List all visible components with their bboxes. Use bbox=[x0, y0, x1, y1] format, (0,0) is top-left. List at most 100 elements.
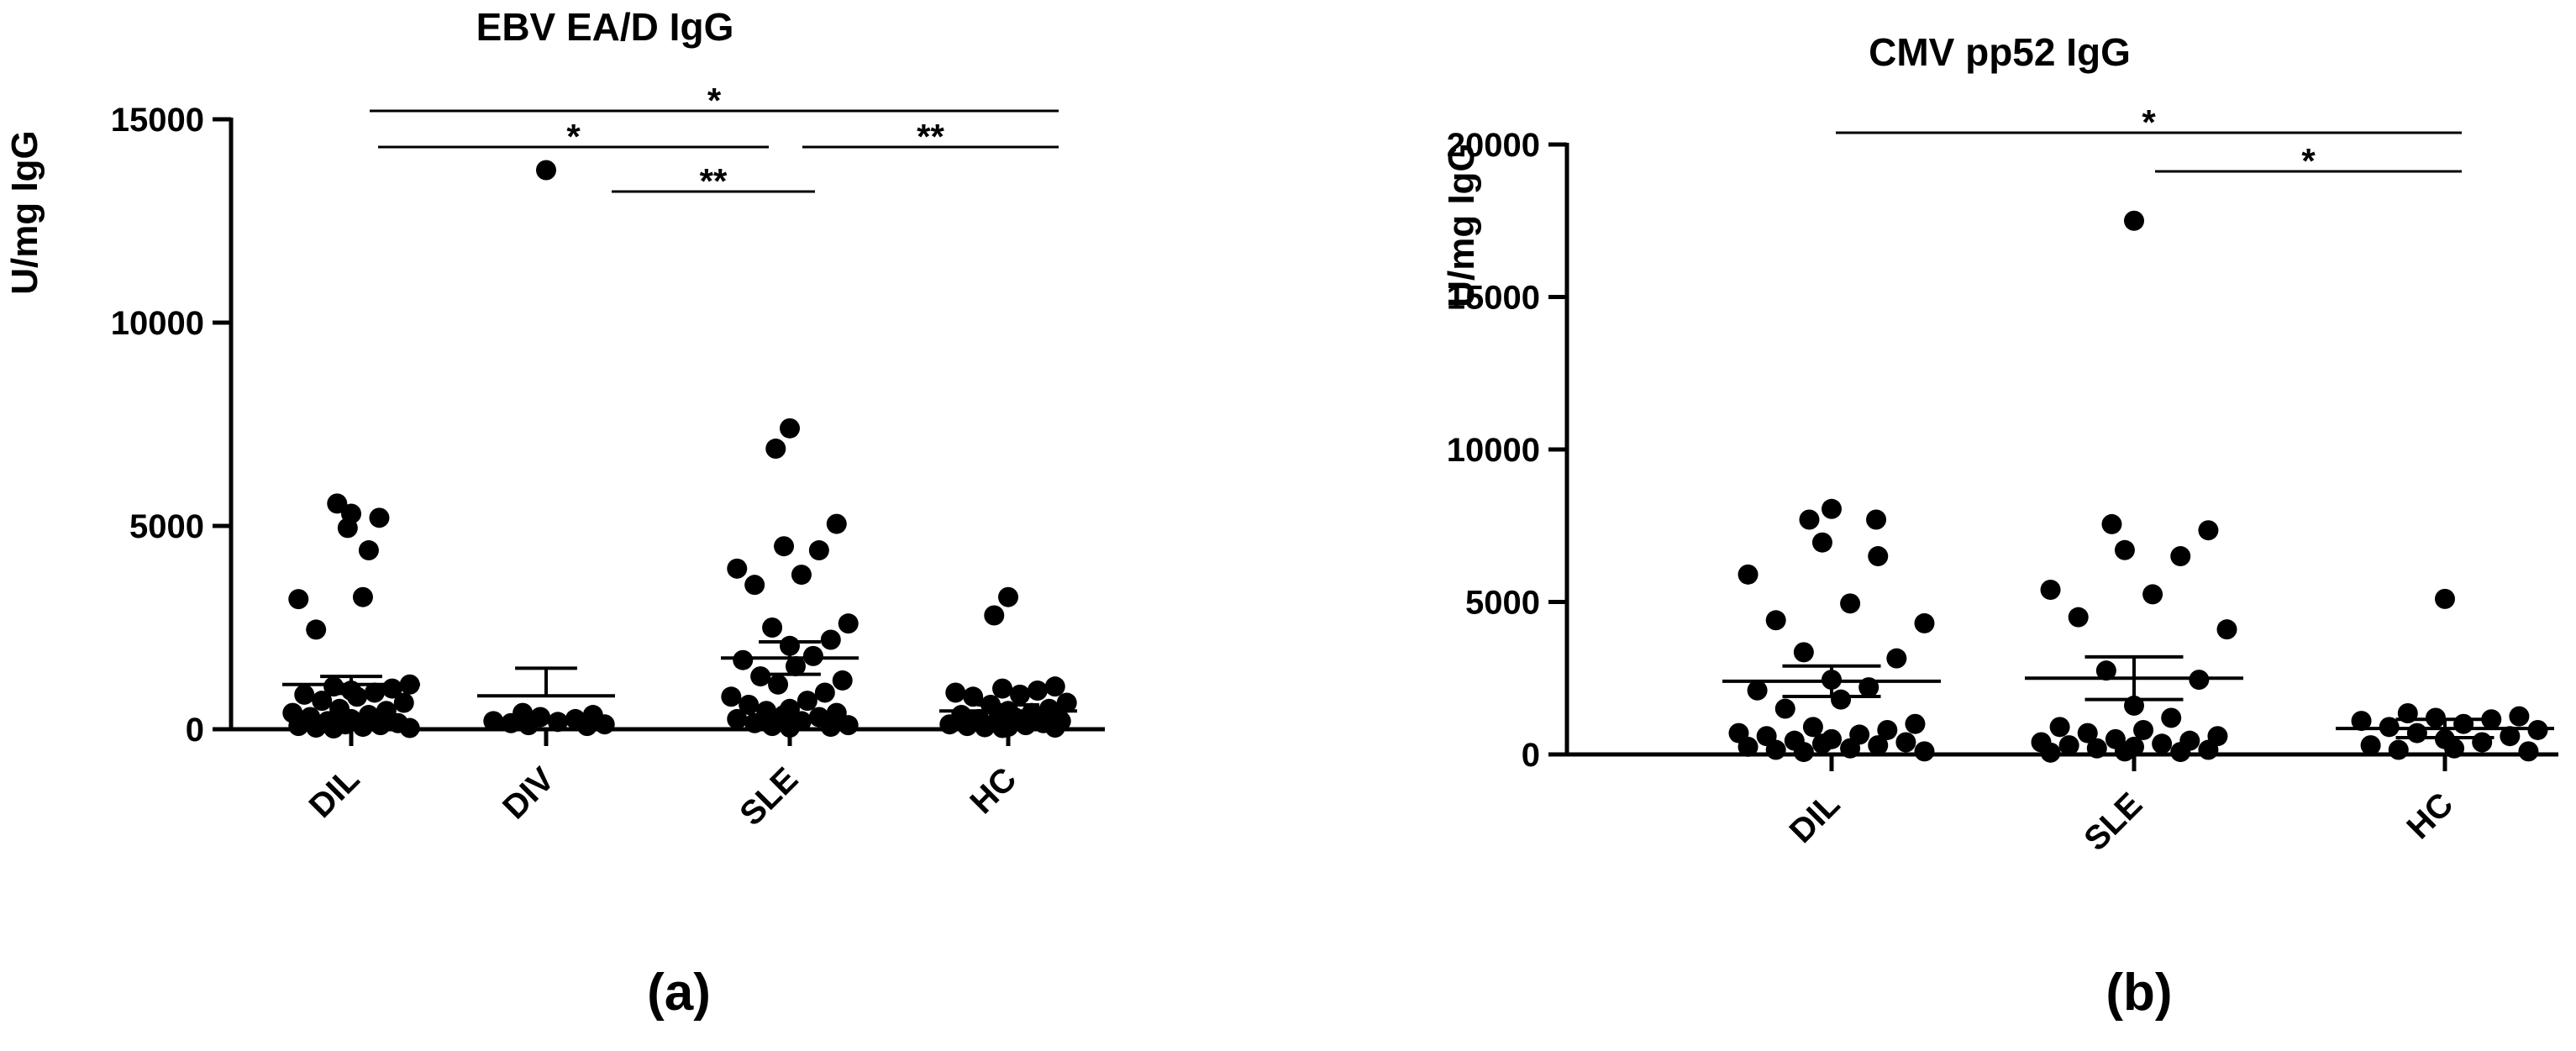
a-data-point bbox=[352, 586, 373, 607]
a-data-point bbox=[346, 686, 367, 707]
a-data-point bbox=[1056, 692, 1077, 713]
b-data-point bbox=[1840, 593, 1861, 614]
a-data-point bbox=[820, 717, 841, 738]
a-data-point bbox=[814, 682, 835, 703]
a-significance-label: ** bbox=[917, 117, 944, 156]
panel-b-title: CMV pp52 IgG bbox=[1869, 30, 2131, 74]
b-data-point bbox=[2114, 741, 2135, 762]
b-data-point bbox=[2086, 738, 2107, 759]
a-data-point bbox=[774, 536, 795, 557]
b-y-tick-label: 20000 bbox=[1447, 127, 1540, 164]
a-data-point bbox=[939, 714, 960, 735]
panel-b-chart: CMV pp52 IgG 0 5000 10000 15000 20000 DIL SLE H… bbox=[1441, 30, 2558, 1022]
panel-b-points bbox=[1728, 210, 2548, 763]
b-data-point bbox=[1840, 738, 1861, 759]
a-data-point bbox=[826, 513, 847, 534]
a-y-tick-label: 5000 bbox=[129, 508, 204, 545]
a-x-tick-label: SLE bbox=[733, 760, 805, 833]
b-data-point bbox=[2095, 660, 2116, 681]
a-significance-label: * bbox=[707, 81, 722, 120]
panel-b-ylabel: U/mg IgG bbox=[1441, 143, 1482, 307]
b-data-point bbox=[1868, 546, 1889, 567]
a-significance-label: * bbox=[566, 117, 581, 156]
b-data-point bbox=[1793, 642, 1814, 663]
a-data-point bbox=[576, 716, 597, 737]
a-data-point bbox=[832, 670, 853, 691]
a-data-point bbox=[808, 540, 829, 561]
panel-a-title: EBV EA/D IgG bbox=[476, 5, 734, 49]
b-x-tick-label: HC bbox=[2400, 786, 2460, 846]
a-data-point bbox=[796, 691, 817, 712]
a-data-point bbox=[780, 635, 800, 656]
a-data-point bbox=[547, 712, 568, 733]
a-data-point bbox=[791, 565, 812, 586]
panel-a-significance: ** **** bbox=[370, 81, 1059, 201]
a-data-point bbox=[288, 716, 309, 737]
b-data-point bbox=[1799, 509, 1820, 530]
b-data-point bbox=[1914, 612, 1935, 633]
b-data-point bbox=[2406, 723, 2427, 744]
a-data-point bbox=[327, 493, 348, 514]
a-data-point bbox=[963, 686, 984, 707]
b-data-point bbox=[2077, 723, 2098, 744]
b-data-point bbox=[2198, 739, 2219, 760]
a-data-point bbox=[980, 694, 1001, 715]
panel-a-ylabel: U/mg IgG bbox=[4, 130, 45, 295]
a-data-point bbox=[483, 711, 504, 732]
b-data-point bbox=[2068, 607, 2089, 628]
a-data-point bbox=[780, 418, 800, 439]
a-data-point bbox=[984, 605, 1005, 626]
a-data-point bbox=[399, 717, 420, 738]
b-data-point bbox=[2379, 717, 2400, 738]
a-data-point bbox=[323, 718, 344, 739]
b-data-point bbox=[1737, 736, 1759, 757]
b-significance-label: * bbox=[2301, 141, 2316, 181]
b-data-point bbox=[2425, 707, 2446, 728]
b-data-point bbox=[2435, 588, 2455, 609]
panel-a-label: (a) bbox=[647, 964, 711, 1022]
a-data-point bbox=[370, 715, 391, 736]
a-data-point bbox=[721, 686, 742, 707]
b-data-point bbox=[2216, 619, 2237, 640]
b-data-point bbox=[1737, 564, 1759, 585]
a-data-point bbox=[1009, 684, 1030, 705]
a-data-point bbox=[992, 678, 1013, 699]
b-data-point bbox=[2049, 717, 2070, 738]
b-data-point bbox=[2142, 584, 2163, 605]
a-data-point bbox=[1044, 717, 1065, 738]
a-data-point bbox=[975, 717, 996, 738]
b-y-tick-label: 0 bbox=[1522, 737, 1540, 774]
b-data-point bbox=[2472, 732, 2493, 753]
b-data-point bbox=[1831, 689, 1852, 710]
b-data-point bbox=[2040, 742, 2061, 763]
a-data-point bbox=[838, 613, 859, 634]
b-data-point bbox=[2518, 741, 2539, 762]
b-data-point bbox=[1886, 648, 1907, 669]
a-data-point bbox=[765, 439, 786, 460]
a-y-tick-label: 10000 bbox=[111, 305, 204, 342]
a-y-tick-label: 15000 bbox=[111, 102, 204, 139]
a-data-point bbox=[744, 712, 765, 733]
b-data-point bbox=[2453, 713, 2474, 734]
b-data-point bbox=[2124, 695, 2144, 716]
a-data-point bbox=[998, 586, 1018, 607]
b-data-point bbox=[1868, 735, 1889, 756]
b-data-point bbox=[1895, 732, 1916, 753]
b-data-point bbox=[2360, 735, 2381, 756]
b-y-tick-label: 15000 bbox=[1447, 280, 1540, 317]
a-y-tick-label: 0 bbox=[186, 712, 204, 749]
a-data-point bbox=[733, 649, 754, 670]
a-data-point bbox=[536, 160, 556, 181]
a-data-point bbox=[750, 666, 771, 687]
b-data-point bbox=[2040, 579, 2061, 600]
b-data-point bbox=[2397, 702, 2418, 723]
a-data-point bbox=[1027, 681, 1048, 702]
a-data-point bbox=[369, 507, 390, 528]
a-data-point bbox=[744, 575, 765, 596]
b-data-point bbox=[2124, 210, 2144, 231]
b-data-point bbox=[1914, 741, 1935, 762]
b-x-tick-label: SLE bbox=[2077, 786, 2149, 858]
b-data-point bbox=[2058, 735, 2079, 756]
a-data-point bbox=[957, 716, 978, 737]
panel-b-significance: ** bbox=[1836, 102, 2462, 181]
